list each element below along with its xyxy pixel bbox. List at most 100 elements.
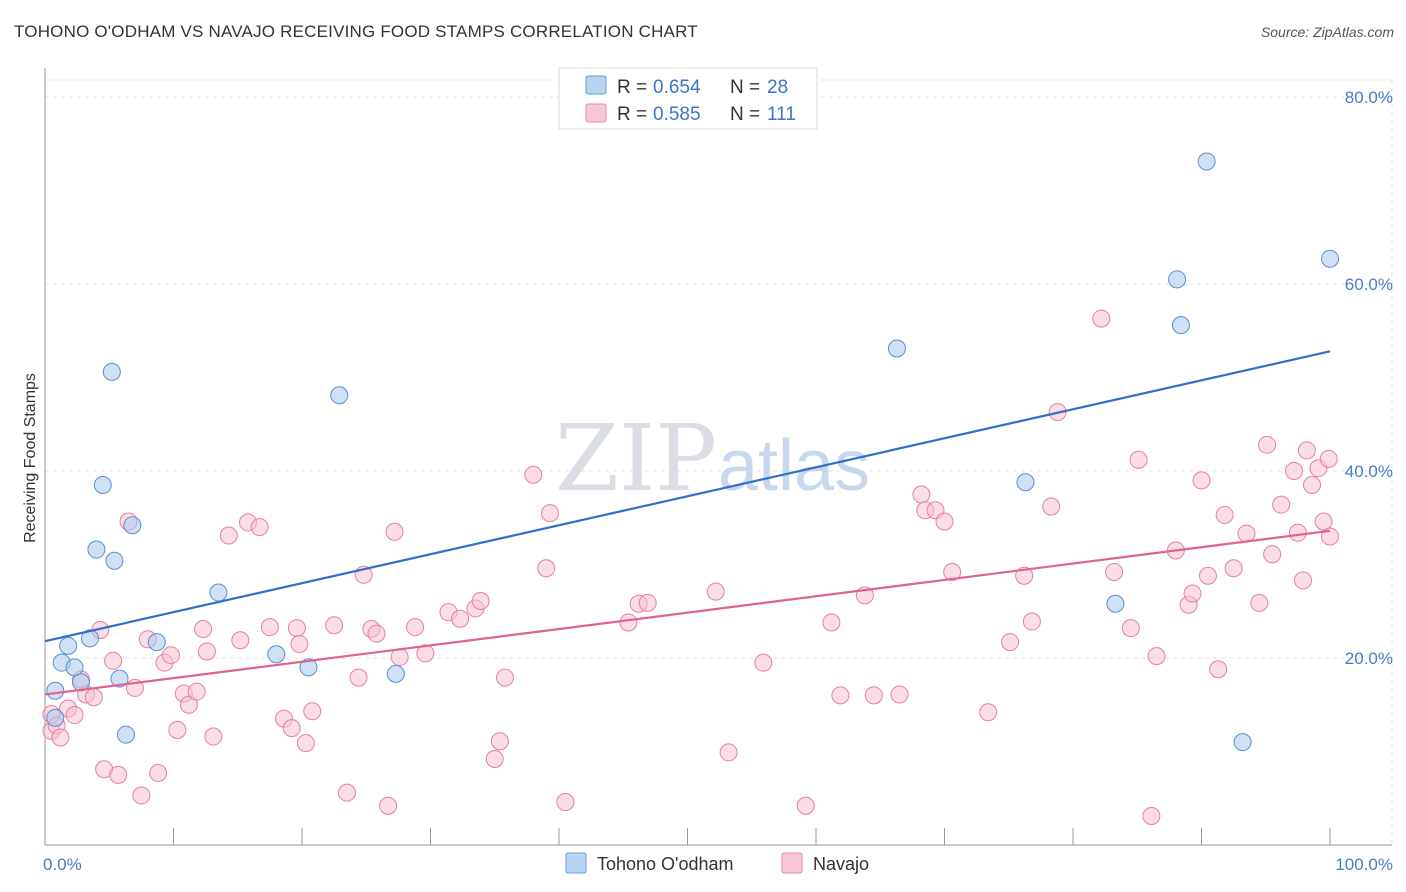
point-navajo-79 bbox=[1015, 566, 1034, 585]
point-navajo-77 bbox=[979, 703, 998, 722]
watermark: ZIP atlas bbox=[555, 405, 870, 512]
point-navajo-12 bbox=[109, 765, 128, 784]
stats-legend-swatch-navajo bbox=[585, 103, 607, 123]
point-navajo-88 bbox=[1147, 647, 1166, 666]
point-tohono-17 bbox=[299, 658, 318, 677]
point-navajo-31 bbox=[260, 618, 279, 637]
point-navajo-71 bbox=[890, 685, 909, 704]
point-navajo-27 bbox=[219, 526, 238, 545]
point-tohono-25 bbox=[1197, 152, 1216, 171]
point-navajo-62 bbox=[638, 593, 657, 612]
stats-legend-n-value-tohono: 28 bbox=[767, 77, 788, 98]
y-tick-label-3: 80.0% bbox=[1345, 88, 1393, 107]
chart-source: Source: ZipAtlas.com bbox=[1260, 24, 1394, 40]
point-navajo-99 bbox=[1258, 435, 1277, 454]
point-tohono-18 bbox=[330, 386, 349, 405]
point-navajo-60 bbox=[619, 613, 638, 632]
point-navajo-56 bbox=[524, 465, 543, 484]
point-navajo-58 bbox=[541, 504, 560, 523]
stats-legend-r-label-navajo: R = bbox=[617, 104, 647, 125]
point-tohono-12 bbox=[116, 725, 135, 744]
point-navajo-64 bbox=[719, 743, 738, 762]
point-navajo-76 bbox=[943, 562, 962, 581]
stats-legend: R = 0.654 N = 28 R = 0.585 N = 111 bbox=[558, 67, 818, 130]
series-legend-label-navajo: Navajo bbox=[813, 854, 869, 874]
trendline-tohono bbox=[44, 350, 1331, 643]
point-navajo-47 bbox=[406, 618, 425, 637]
point-navajo-26 bbox=[204, 727, 223, 746]
point-navajo-103 bbox=[1288, 523, 1307, 542]
watermark-atlas: atlas bbox=[718, 426, 870, 506]
point-tohono-23 bbox=[1168, 270, 1187, 289]
point-navajo-66 bbox=[796, 796, 815, 815]
point-tohono-0 bbox=[46, 708, 65, 727]
point-tohono-16 bbox=[267, 645, 286, 664]
point-navajo-33 bbox=[282, 719, 301, 738]
point-tohono-6 bbox=[80, 629, 99, 648]
y-tick-label-1: 40.0% bbox=[1345, 462, 1393, 481]
stats-legend-n-label-navajo: N = bbox=[730, 104, 760, 125]
point-navajo-48 bbox=[416, 644, 435, 663]
point-navajo-96 bbox=[1224, 559, 1243, 578]
series-legend: Tohono O'odham Navajo bbox=[565, 852, 869, 874]
point-tohono-3 bbox=[59, 636, 78, 655]
point-tohono-21 bbox=[1016, 473, 1035, 492]
point-navajo-78 bbox=[1001, 633, 1020, 652]
point-navajo-19 bbox=[161, 646, 180, 665]
point-navajo-5 bbox=[65, 706, 84, 725]
point-navajo-43 bbox=[367, 624, 386, 643]
stats-legend-r-value-navajo: 0.585 bbox=[653, 104, 701, 125]
point-tohono-8 bbox=[93, 476, 112, 495]
stats-legend-swatch-tohono bbox=[585, 75, 607, 95]
x-tick-label-0: 0.0% bbox=[43, 855, 82, 874]
y-axis-title: Receiving Food Stamps bbox=[22, 373, 39, 543]
point-navajo-38 bbox=[325, 616, 344, 635]
point-navajo-94 bbox=[1209, 660, 1228, 679]
point-navajo-84 bbox=[1105, 562, 1124, 581]
chart-title: TOHONO O'ODHAM VS NAVAJO RECEIVING FOOD … bbox=[14, 22, 698, 41]
point-tohono-1 bbox=[46, 681, 65, 700]
point-navajo-72 bbox=[912, 485, 931, 504]
point-navajo-87 bbox=[1142, 807, 1161, 826]
point-navajo-83 bbox=[1092, 309, 1111, 328]
series-legend-label-tohono: Tohono O'odham bbox=[597, 854, 734, 874]
point-tohono-9 bbox=[102, 362, 121, 381]
point-navajo-23 bbox=[187, 682, 206, 701]
point-navajo-110 bbox=[1294, 571, 1313, 590]
point-navajo-97 bbox=[1237, 524, 1256, 543]
data-points bbox=[42, 152, 1339, 826]
point-navajo-93 bbox=[1198, 566, 1217, 585]
point-navajo-102 bbox=[1285, 462, 1304, 480]
point-navajo-55 bbox=[496, 668, 515, 687]
point-navajo-68 bbox=[831, 686, 850, 705]
point-navajo-45 bbox=[385, 522, 404, 541]
point-navajo-101 bbox=[1272, 495, 1291, 514]
point-navajo-53 bbox=[485, 749, 504, 768]
point-navajo-50 bbox=[451, 609, 470, 628]
point-navajo-67 bbox=[822, 613, 841, 632]
point-navajo-20 bbox=[168, 720, 187, 739]
point-navajo-3 bbox=[51, 728, 70, 747]
point-tohono-20 bbox=[887, 339, 906, 358]
point-navajo-25 bbox=[197, 642, 216, 661]
point-navajo-28 bbox=[231, 631, 250, 650]
point-navajo-8 bbox=[84, 688, 103, 707]
stats-legend-n-value-navajo: 111 bbox=[767, 104, 796, 125]
point-navajo-24 bbox=[194, 620, 213, 639]
y-tick-label-2: 60.0% bbox=[1345, 275, 1393, 294]
y-tick-label-0: 20.0% bbox=[1345, 649, 1393, 668]
point-navajo-80 bbox=[1022, 612, 1041, 631]
point-tohono-4 bbox=[65, 658, 84, 677]
point-navajo-98 bbox=[1250, 593, 1269, 612]
watermark-zip: ZIP bbox=[555, 405, 717, 512]
series-legend-swatch-navajo bbox=[781, 852, 803, 874]
point-tohono-14 bbox=[147, 633, 166, 652]
point-navajo-15 bbox=[132, 786, 151, 805]
point-navajo-30 bbox=[250, 518, 269, 537]
point-navajo-34 bbox=[287, 619, 306, 638]
point-navajo-92 bbox=[1192, 471, 1211, 490]
point-tohono-22 bbox=[1106, 594, 1125, 613]
trendlines bbox=[44, 350, 1331, 696]
point-navajo-105 bbox=[1303, 476, 1322, 495]
